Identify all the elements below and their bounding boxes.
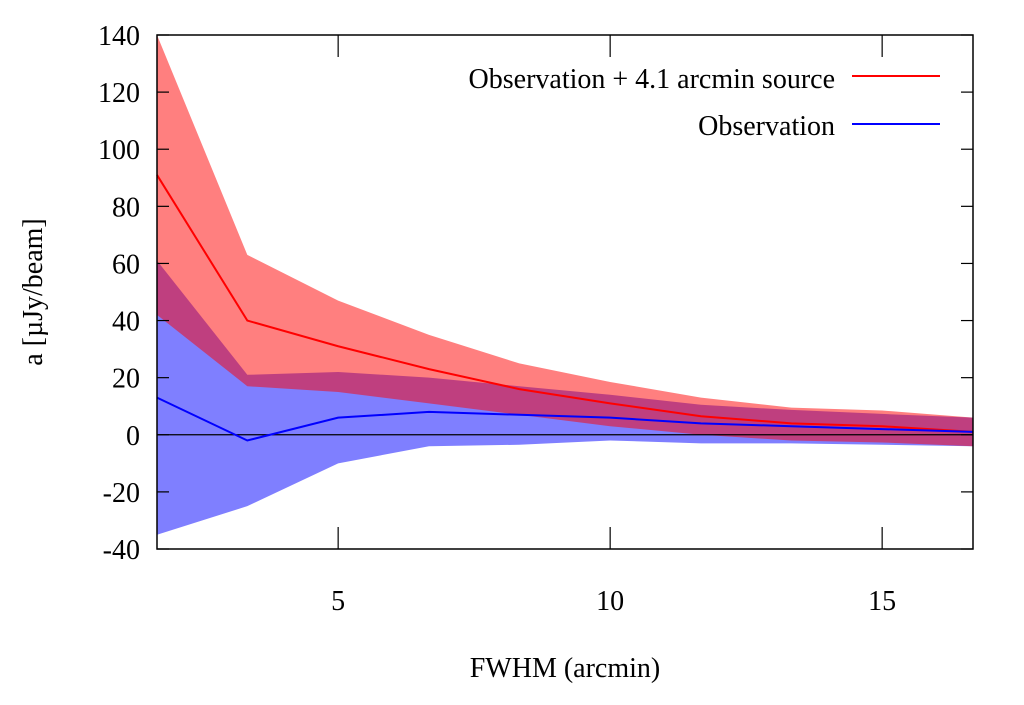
error-band-0 <box>157 35 973 447</box>
series-lines <box>156 174 974 442</box>
y-tick-label: 140 <box>98 21 140 52</box>
legend-label-1: Observation <box>698 111 835 142</box>
y-tick-label: 120 <box>98 78 140 109</box>
y-axis-label: a [µJy/beam] <box>18 218 49 366</box>
y-tick-label: 40 <box>112 307 140 338</box>
x-tick-label: 15 <box>868 586 896 617</box>
error-bands <box>157 35 973 535</box>
legend: Observation + 4.1 arcmin source Observat… <box>469 64 940 142</box>
legend-label-0: Observation + 4.1 arcmin source <box>469 64 835 95</box>
y-tick-label: 0 <box>126 421 140 452</box>
y-tick-label: 60 <box>112 249 140 280</box>
y-tick-label: -20 <box>103 478 140 509</box>
plot-frame <box>156 34 974 550</box>
y-tick-label: 80 <box>112 192 140 223</box>
x-tick-label: 10 <box>596 586 624 617</box>
x-tick-label: 5 <box>331 586 345 617</box>
series-line-0 <box>156 174 974 433</box>
y-tick-label: 20 <box>112 364 140 395</box>
y-tick-label: 100 <box>98 135 140 166</box>
tick-labels: -40 -20 0 20 40 60 80 100 120 140 5 10 15 <box>98 21 896 617</box>
series-line-1 <box>156 396 974 442</box>
y-tick-label: -40 <box>103 535 140 566</box>
x-axis-label: FWHM (arcmin) <box>470 653 661 684</box>
